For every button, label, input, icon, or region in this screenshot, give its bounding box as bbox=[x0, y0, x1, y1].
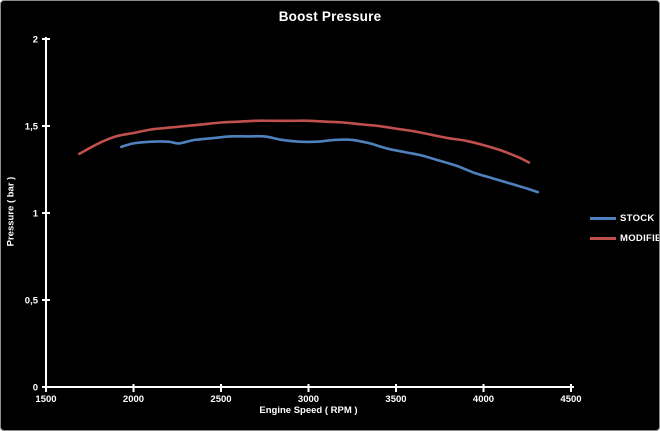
legend-line-stock bbox=[590, 217, 616, 220]
legend-line-modified bbox=[590, 237, 616, 240]
x-axis-title: Engine Speed ( RPM ) bbox=[259, 405, 358, 416]
x-tick-label: 2500 bbox=[210, 394, 231, 405]
legend-label-modified: MODIFIED bbox=[620, 233, 659, 244]
x-tick-label: 3000 bbox=[298, 394, 319, 405]
legend-label-stock: STOCK bbox=[620, 213, 655, 224]
chart-title: Boost Pressure bbox=[278, 9, 382, 24]
y-tick-label: 1 bbox=[33, 209, 39, 220]
series-line-modified bbox=[78, 119, 531, 164]
legend: STOCK MODIFIED bbox=[590, 213, 659, 244]
y-tick-label: 0,5 bbox=[25, 296, 39, 307]
x-tick-label: 4500 bbox=[560, 394, 581, 405]
legend-item-modified: MODIFIED bbox=[590, 233, 659, 244]
y-tick-label: 0 bbox=[33, 383, 38, 394]
x-tick-label: 1500 bbox=[35, 394, 56, 405]
x-tick-label: 2000 bbox=[123, 394, 144, 405]
y-tick-label: 1,5 bbox=[25, 122, 39, 133]
y-tick-label: 2 bbox=[33, 35, 38, 46]
series-line-stock bbox=[120, 134, 540, 194]
x-tick-label: 4000 bbox=[473, 394, 494, 405]
legend-item-stock: STOCK bbox=[590, 213, 659, 224]
x-tick-label: 3500 bbox=[385, 394, 406, 405]
